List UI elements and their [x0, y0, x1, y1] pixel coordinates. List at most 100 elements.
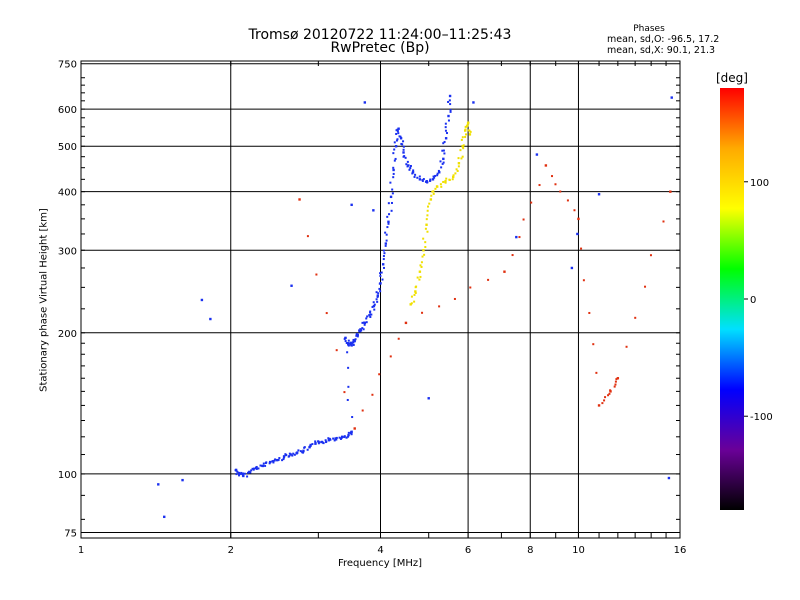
data-point: [375, 291, 378, 294]
data-point: [595, 371, 598, 374]
data-point: [457, 165, 460, 168]
data-point: [421, 255, 424, 258]
data-point: [293, 453, 296, 456]
data-point: [402, 145, 405, 148]
data-point: [607, 394, 610, 397]
data-point: [395, 132, 398, 135]
data-point: [559, 190, 562, 193]
data-point: [422, 237, 425, 240]
data-point: [597, 193, 601, 196]
x-tick-label: 6: [465, 545, 471, 556]
data-point: [311, 443, 314, 446]
data-point: [350, 341, 353, 344]
data-point: [379, 290, 382, 293]
data-point: [243, 472, 246, 475]
data-point: [451, 175, 455, 179]
data-point: [273, 459, 276, 462]
data-point: [369, 310, 372, 313]
data-point: [372, 304, 376, 308]
points-layer: [157, 94, 673, 519]
data-point: [282, 455, 286, 458]
data-point: [426, 209, 429, 212]
data-point: [384, 242, 388, 245]
data-point: [588, 311, 591, 314]
data-point: [554, 183, 557, 186]
data-point: [325, 441, 328, 444]
data-point: [409, 166, 412, 169]
x-tick-label: 8: [527, 545, 533, 556]
chart-title: Tromsø 20120722 11:24:00–11:25:43: [248, 27, 512, 43]
data-point: [381, 263, 385, 266]
data-point: [277, 458, 280, 461]
y-tick-label: 500: [58, 142, 77, 153]
data-point: [346, 343, 349, 346]
data-point: [308, 446, 311, 449]
data-point: [252, 468, 255, 471]
data-point: [278, 457, 281, 460]
data-point: [359, 328, 362, 331]
data-point: [317, 442, 320, 445]
data-point: [299, 450, 302, 453]
data-point: [444, 179, 447, 182]
y-tick-label: 200: [58, 329, 77, 340]
data-point: [375, 298, 378, 301]
data-point: [442, 142, 445, 145]
data-point: [399, 135, 402, 138]
data-point: [609, 389, 612, 392]
data-point: [317, 440, 320, 443]
data-point: [281, 459, 284, 462]
data-point: [443, 152, 446, 155]
data-point: [343, 436, 346, 439]
data-point: [424, 245, 427, 248]
data-point: [410, 295, 413, 298]
data-point: [440, 185, 443, 188]
phase-summary-title: Phases: [633, 24, 665, 34]
data-point: [365, 317, 368, 320]
data-point: [437, 169, 440, 172]
data-point: [333, 439, 336, 442]
data-point: [464, 135, 467, 138]
data-point: [303, 446, 306, 449]
data-point: [414, 291, 417, 294]
data-point: [315, 273, 318, 276]
data-point: [570, 266, 574, 270]
data-point: [649, 254, 652, 257]
x-tick-label: 2: [228, 545, 234, 556]
phase-summary-x-mode: mean, sd,X: 90.1, 21.3: [607, 45, 716, 56]
data-point: [292, 452, 295, 455]
y-tick-label: 75: [64, 528, 77, 539]
data-point: [209, 317, 212, 321]
data-point: [597, 404, 601, 407]
data-point: [391, 192, 394, 195]
data-point: [325, 312, 328, 315]
data-point: [369, 311, 372, 314]
data-point: [404, 156, 407, 159]
data-point: [424, 227, 427, 230]
data-point: [426, 230, 429, 233]
data-point: [361, 321, 364, 324]
data-point: [462, 144, 465, 147]
data-point: [242, 474, 245, 478]
data-point: [392, 172, 395, 175]
data-point: [436, 172, 439, 175]
data-point: [443, 140, 446, 143]
data-point: [347, 435, 350, 438]
data-point: [346, 351, 349, 354]
data-point: [426, 214, 429, 217]
data-point: [363, 323, 366, 326]
data-point: [435, 185, 438, 188]
data-point: [302, 450, 305, 453]
data-point: [457, 157, 460, 160]
data-point: [282, 458, 285, 461]
data-point: [416, 176, 419, 179]
data-point: [429, 198, 433, 201]
data-point: [181, 478, 184, 482]
data-point: [353, 339, 356, 343]
data-point: [255, 467, 258, 470]
data-point: [428, 202, 431, 205]
data-point: [350, 433, 353, 436]
data-point: [410, 302, 413, 305]
data-point: [344, 340, 347, 343]
data-point: [429, 178, 432, 181]
data-point: [354, 338, 357, 341]
